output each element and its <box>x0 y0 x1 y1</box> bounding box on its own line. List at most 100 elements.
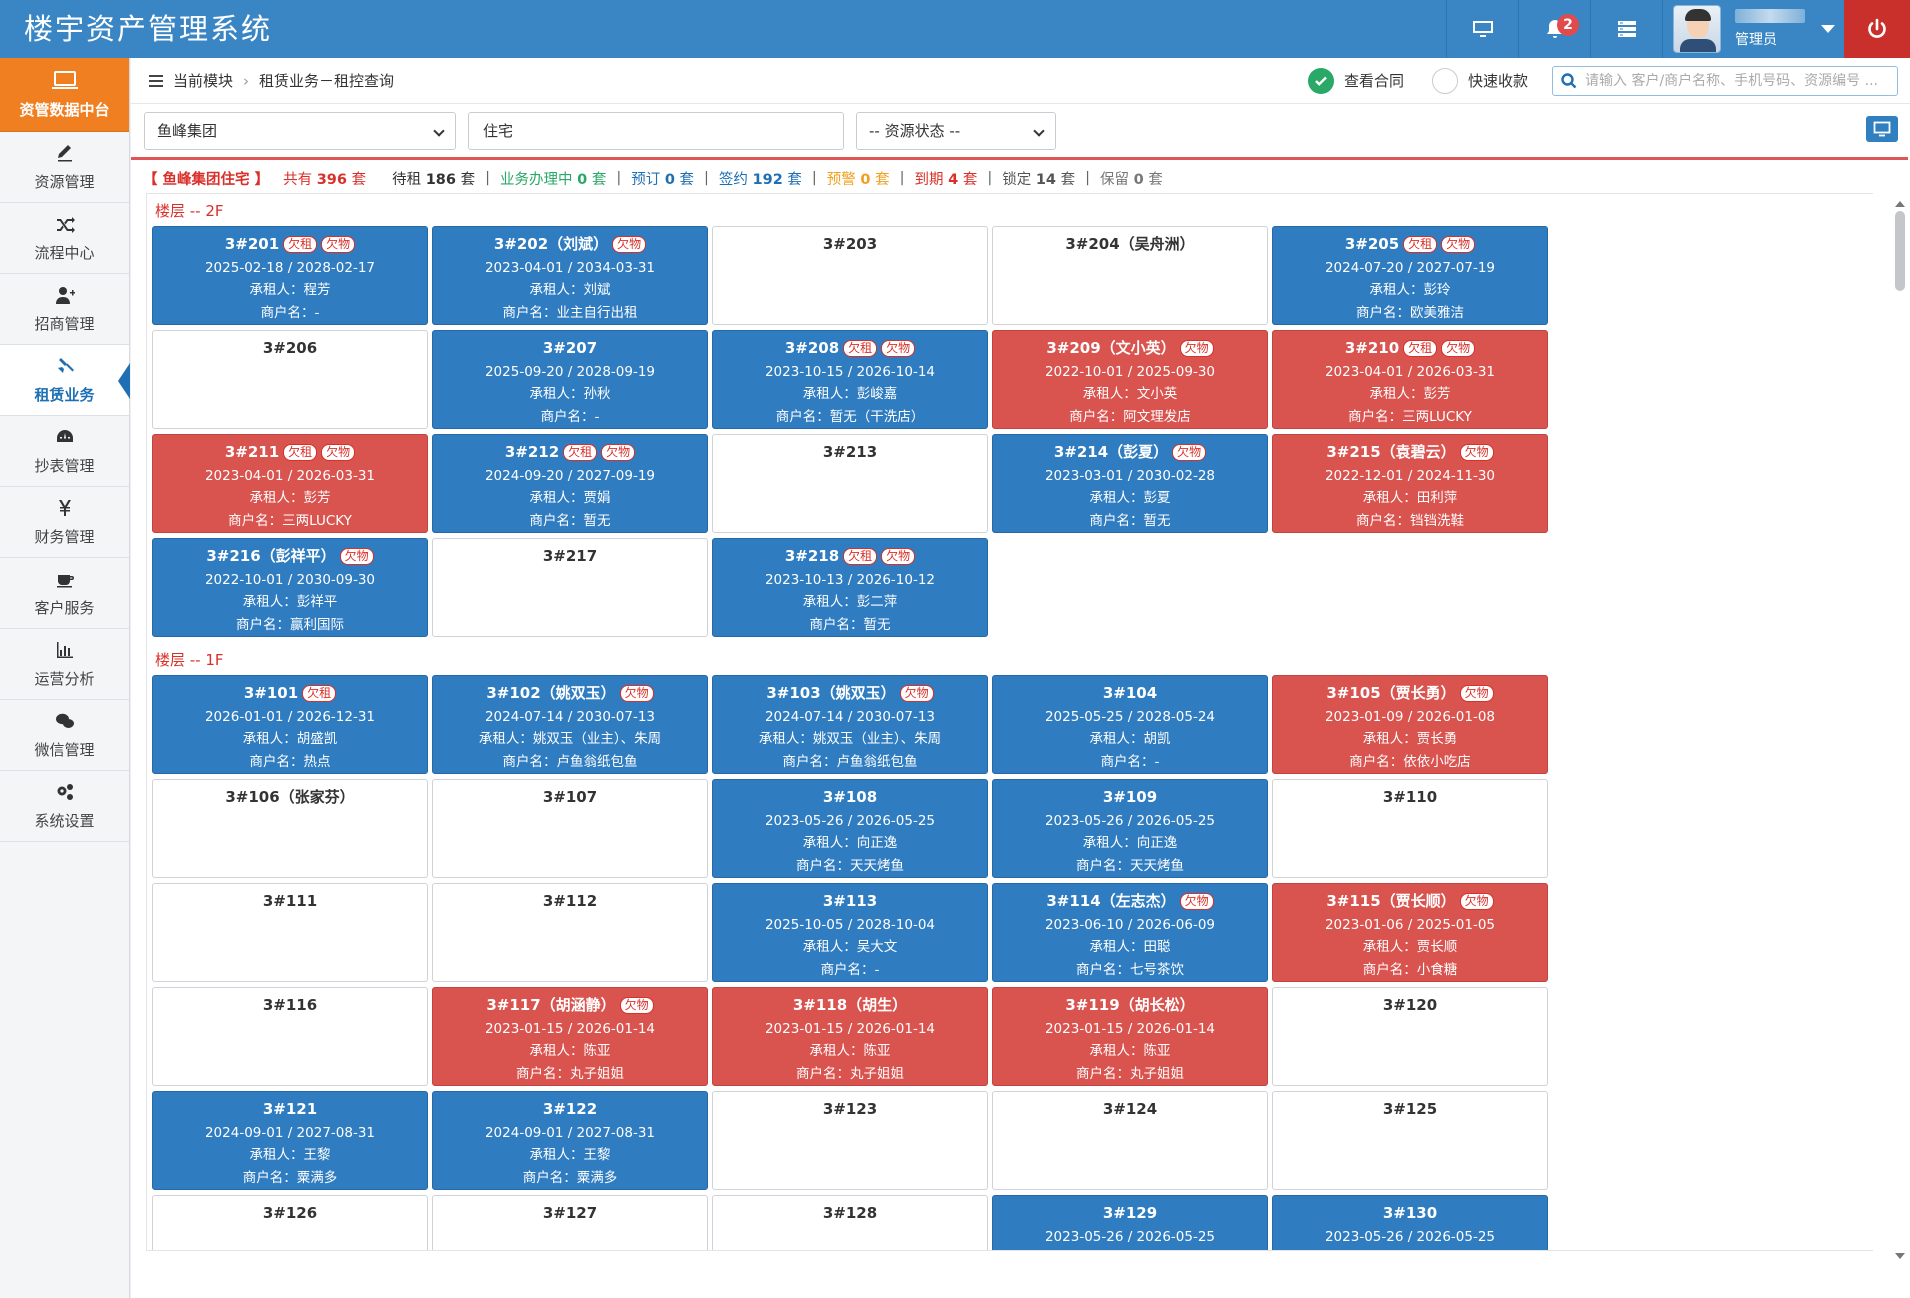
unit-card[interactable]: 3#114（左志杰） 欠物 2023-06-10 / 2026-06-09 承租人：田… <box>992 883 1268 982</box>
unit-card[interactable]: 3#218 欠租 欠物 2023-10-13 / 2026-10-12 承租人：彭二萍商… <box>712 538 988 637</box>
sidebar-item-5[interactable]: 财务管理 <box>0 487 129 558</box>
rent-due-badge: 欠租 <box>843 548 878 565</box>
tasks-button[interactable] <box>1590 0 1662 58</box>
lease-period: 2024-07-14 / 2030-07-13 <box>764 708 936 725</box>
scroll-down-icon[interactable] <box>1895 1253 1905 1259</box>
unit-card[interactable]: 3#113 2025-10-05 / 2028-10-04 承租人：吴大文 商户名：- <box>712 883 988 982</box>
sidebar-item-4[interactable]: 抄表管理 <box>0 416 129 487</box>
logout-button[interactable] <box>1844 0 1910 58</box>
unit-card[interactable]: 3#124 <box>992 1091 1268 1190</box>
rent-due-badge: 欠租 <box>563 444 598 461</box>
sidebar-item-8[interactable]: 微信管理 <box>0 700 129 771</box>
breadcrumb: 当前模块 › 租赁业务－租控查询 查看合同 快速收款 <box>131 58 1910 104</box>
unit-card[interactable]: 3#106（张家芬） <box>152 779 428 878</box>
rent-due-badge: 欠租 <box>302 685 337 702</box>
sidebar-item-3[interactable]: 租赁业务 <box>0 345 130 416</box>
unit-card[interactable]: 3#117（胡涵静） 欠物 2023-01-15 / 2026-01-14 承租人：陈… <box>432 987 708 1086</box>
lease-period: 2026-01-01 / 2026-12-31 <box>204 708 376 725</box>
stat-item[interactable]: 预订 0 套 <box>631 171 695 188</box>
screen-toggle-button[interactable] <box>1446 0 1518 58</box>
unit-card[interactable]: 3#112 <box>432 883 708 982</box>
unit-card[interactable]: 3#123 <box>712 1091 988 1190</box>
vertical-scrollbar[interactable] <box>1890 193 1910 1273</box>
unit-card[interactable]: 3#109 2023-05-26 / 2026-05-25 承租人：向正逸 商户名：天… <box>992 779 1268 878</box>
scroll-up-icon[interactable] <box>1895 201 1905 207</box>
lease-period: 2023-03-01 / 2030-02-28 <box>1044 467 1216 484</box>
stat-item[interactable]: 业务办理中 0 套 <box>500 171 607 188</box>
sidebar-item-9[interactable]: 系统设置 <box>0 771 129 842</box>
unit-card[interactable]: 3#211 欠租 欠物 2023-04-01 / 2026-03-31 承租人：彭芳 商户… <box>152 434 428 533</box>
tenant-name: 承租人：田利萍 <box>1362 490 1458 506</box>
unit-card[interactable]: 3#121 2024-09-01 / 2027-08-31 承租人：王黎 商户名：粟满… <box>152 1091 428 1190</box>
unit-card[interactable]: 3#130 2023-05-26 / 2026-05-25 <box>1272 1195 1548 1250</box>
unit-card[interactable]: 3#206 <box>152 330 428 429</box>
unit-card[interactable]: 3#116 <box>152 987 428 1086</box>
sidebar-item-1[interactable]: 流程中心 <box>0 203 129 274</box>
search-box[interactable] <box>1552 65 1898 96</box>
search-input[interactable] <box>1585 72 1897 89</box>
unit-card[interactable]: 3#107 <box>432 779 708 878</box>
unit-card[interactable]: 3#111 <box>152 883 428 982</box>
stat-item[interactable]: 签约 192 套 <box>718 171 802 188</box>
unit-card[interactable]: 3#127 <box>432 1195 708 1250</box>
unit-card[interactable]: 3#207 2025-09-20 / 2028-09-19 承租人：孙秋 商户名：- <box>432 330 708 429</box>
notifications-button[interactable]: 2 <box>1518 0 1590 58</box>
tenant-name: 承租人：彭芳 <box>1369 386 1451 402</box>
unit-code: 3#118（胡生） <box>792 996 908 1014</box>
sidebar-data-center[interactable]: 资管数据中台 <box>0 58 129 132</box>
view-contract-toggle[interactable] <box>1307 67 1334 94</box>
unit-card[interactable]: 3#122 2024-09-01 / 2027-08-31 承租人：王黎 商户名：粟满… <box>432 1091 708 1190</box>
shop-name: 商户名：丸子姐姐 <box>1076 1065 1184 1082</box>
unit-card[interactable]: 3#126 <box>152 1195 428 1250</box>
sidebar-item-6[interactable]: 客户服务 <box>0 558 129 629</box>
display-mode-button[interactable] <box>1866 116 1898 142</box>
unit-card[interactable]: 3#102（姚双玉） 欠物 2024-07-14 / 2030-07-13 承租人：姚… <box>432 675 708 774</box>
unit-card[interactable]: 3#103（姚双玉） 欠物 2024-07-14 / 2030-07-13 承租人：姚… <box>712 675 988 774</box>
stat-item[interactable]: 待租 186 套 <box>392 171 476 188</box>
scroll-thumb[interactable] <box>1895 211 1905 291</box>
unit-card[interactable]: 3#208 欠租 欠物 2023-10-15 / 2026-10-14 承租人：彭峻嘉商… <box>712 330 988 429</box>
unit-code: 3#127 <box>542 1204 598 1222</box>
sidebar-item-2[interactable]: 招商管理 <box>0 274 129 345</box>
unit-card[interactable]: 3#125 <box>1272 1091 1548 1190</box>
stat-item[interactable]: 到期 4 套 <box>914 171 978 188</box>
stat-item[interactable]: 锁定 14 套 <box>1002 171 1076 188</box>
stat-item[interactable]: 保留 0 套 <box>1100 171 1163 188</box>
unit-card[interactable]: 3#108 2023-05-26 / 2026-05-25 承租人：向正逸 商户名：天… <box>712 779 988 878</box>
unit-card[interactable]: 3#202（刘斌） 欠物 2023-04-01 / 2034-03-31 承租人：刘斌… <box>432 226 708 325</box>
sidebar-item-0[interactable]: 资源管理 <box>0 132 129 203</box>
sidebar-item-label: 运营分析 <box>34 669 95 688</box>
property-due-badge: 欠物 <box>339 548 374 565</box>
sidebar-item-7[interactable]: 运营分析 <box>0 629 129 700</box>
unit-card[interactable]: 3#119（胡长松） 2023-01-15 / 2026-01-14 承租人：陈亚商… <box>992 987 1268 1086</box>
unit-card[interactable]: 3#115（贾长顺） 欠物 2023-01-06 / 2025-01-05 承租人：贾… <box>1272 883 1548 982</box>
group-select[interactable]: 鱼峰集团 <box>144 111 456 150</box>
type-field[interactable]: 住宅 <box>468 111 844 150</box>
unit-card[interactable]: 3#101 欠租 2026-01-01 / 2026-12-31 承租人：胡盛凯 商户名… <box>152 675 428 774</box>
unit-card[interactable]: 3#201 欠租 欠物 2025-02-18 / 2028-02-17 承租人：程芳 商户… <box>152 226 428 325</box>
user-menu[interactable]: 管理员 <box>1662 0 1844 58</box>
unit-card[interactable]: 3#128 <box>712 1195 988 1250</box>
unit-card[interactable]: 3#204（吴舟洲） <box>992 226 1268 325</box>
quick-collect-toggle[interactable] <box>1431 67 1458 94</box>
unit-card[interactable]: 3#203 <box>712 226 988 325</box>
unit-card[interactable]: 3#216（彭祥平） 欠物 2022-10-01 / 2030-09-30 承租人：彭… <box>152 538 428 637</box>
unit-card[interactable]: 3#118（胡生） 2023-01-15 / 2026-01-14 承租人：陈亚 商户… <box>712 987 988 1086</box>
unit-card[interactable]: 3#209（文小英） 欠物 2022-10-01 / 2025-09-30 承租人：文… <box>992 330 1268 429</box>
menu-icon[interactable] <box>149 74 163 87</box>
unit-card[interactable]: 3#105（贾长勇） 欠物 2023-01-09 / 2026-01-08 承租人：贾… <box>1272 675 1548 774</box>
unit-card[interactable]: 3#104 2025-05-25 / 2028-05-24 承租人：胡凯 商户名：- <box>992 675 1268 774</box>
unit-card[interactable]: 3#129 2023-05-26 / 2026-05-25 <box>992 1195 1268 1250</box>
unit-card[interactable]: 3#217 <box>432 538 708 637</box>
unit-card[interactable]: 3#120 <box>1272 987 1548 1086</box>
status-select[interactable]: -- 资源状态 -- <box>856 111 1056 150</box>
unit-card[interactable]: 3#213 <box>712 434 988 533</box>
unit-card[interactable]: 3#110 <box>1272 779 1548 878</box>
unit-card[interactable]: 3#205 欠租 欠物 2024-07-20 / 2027-07-19 承租人：彭玲 商户… <box>1272 226 1548 325</box>
shop-name: 商户名：丸子姐姐 <box>516 1065 624 1082</box>
unit-card[interactable]: 3#212 欠租 欠物 2024-09-20 / 2027-09-19 承租人：贾娟 商户… <box>432 434 708 533</box>
unit-card[interactable]: 3#214（彭夏） 欠物 2023-03-01 / 2030-02-28 承租人：彭夏… <box>992 434 1268 533</box>
unit-card[interactable]: 3#215（袁碧云） 欠物 2022-12-01 / 2024-11-30 承租人：田… <box>1272 434 1548 533</box>
unit-card[interactable]: 3#210 欠租 欠物 2023-04-01 / 2026-03-31 承租人：彭芳 商户… <box>1272 330 1548 429</box>
stat-item[interactable]: 预警 0 套 <box>826 171 890 188</box>
